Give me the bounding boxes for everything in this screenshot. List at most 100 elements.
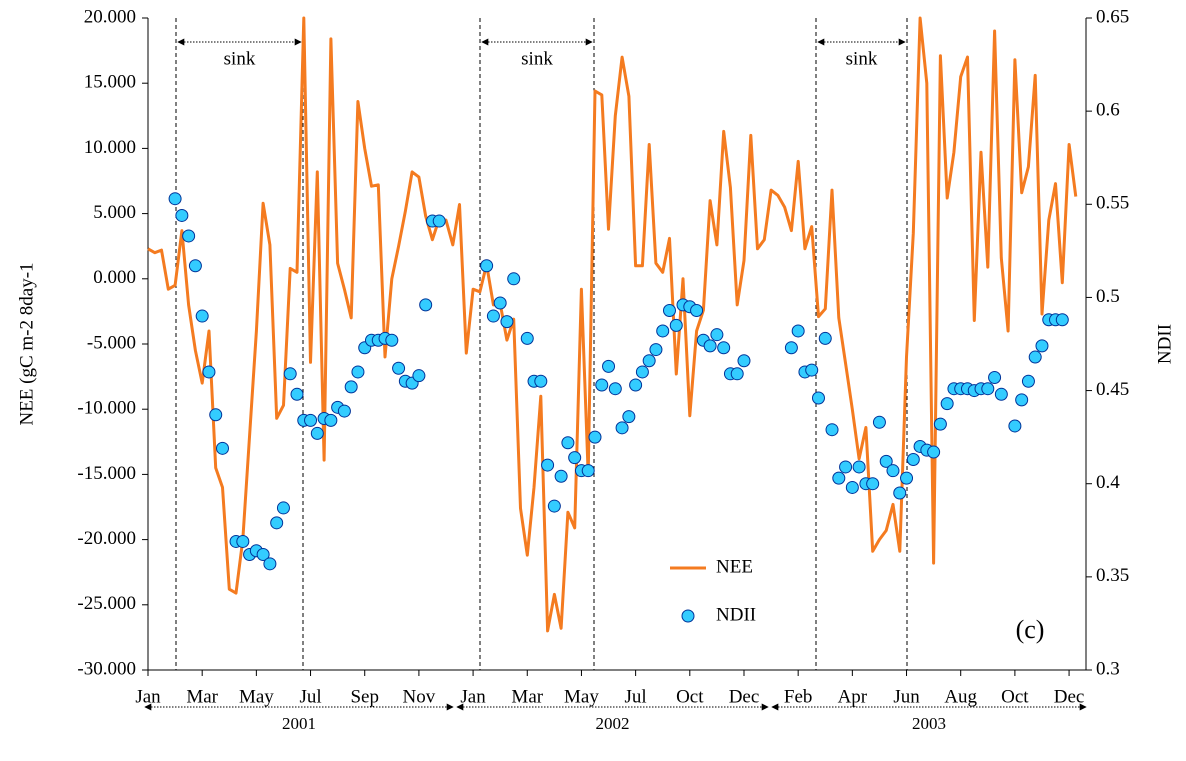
y2-tick-label: 0.4 xyxy=(1096,472,1120,493)
x-tick-label: Sep xyxy=(350,686,379,707)
legend-label: NEE xyxy=(716,556,753,577)
y-tick-label: 20.000 xyxy=(84,6,136,27)
ndii-point xyxy=(568,451,582,465)
x-tick-label: May xyxy=(564,686,599,707)
year-label: 2001 xyxy=(282,714,316,733)
year-label: 2002 xyxy=(596,714,630,733)
ndii-point xyxy=(168,192,182,206)
ndii-point xyxy=(283,367,297,381)
ndii-point xyxy=(635,365,649,379)
y2-tick-label: 0.3 xyxy=(1096,658,1120,679)
x-tick-label: Jan xyxy=(135,686,161,707)
ndii-point xyxy=(981,382,995,396)
ndii-point xyxy=(784,341,798,355)
ndii-point xyxy=(994,387,1008,401)
y2-tick-label: 0.65 xyxy=(1096,6,1129,27)
ndii-point xyxy=(825,423,839,437)
ndii-point xyxy=(669,318,683,332)
x-tick-label: Dec xyxy=(729,686,760,707)
annotation: sink xyxy=(224,48,256,69)
y-tick-label: -20.000 xyxy=(77,528,136,549)
ndii-point xyxy=(310,426,324,440)
ndii-point xyxy=(893,486,907,500)
y-tick-label: -30.000 xyxy=(77,658,136,679)
y-tick-label: 0.000 xyxy=(93,267,136,288)
ndii-point xyxy=(717,341,731,355)
ndii-point xyxy=(845,480,859,494)
ndii-point xyxy=(839,460,853,474)
x-tick-label: Oct xyxy=(676,686,704,707)
ndii-point xyxy=(866,477,880,491)
ndii-point xyxy=(324,413,338,427)
ndii-point xyxy=(541,458,555,472)
legend-swatch xyxy=(681,609,695,623)
ndii-point xyxy=(1055,313,1069,327)
x-tick-label: Jul xyxy=(299,686,321,707)
ndii-point xyxy=(561,436,575,450)
ndii-point xyxy=(412,369,426,383)
ndii-point xyxy=(554,469,568,483)
x-tick-label: Jun xyxy=(893,686,920,707)
ndii-point xyxy=(811,391,825,405)
x-tick-label: Feb xyxy=(784,686,813,707)
ndii-point xyxy=(276,501,290,515)
y-tick-label: -10.000 xyxy=(77,398,136,419)
ndii-point xyxy=(879,454,893,468)
ndii-point xyxy=(940,397,954,411)
ndii-point xyxy=(209,408,223,422)
ndii-point xyxy=(1035,339,1049,353)
ndii-point xyxy=(256,548,270,562)
ndii-point xyxy=(188,259,202,273)
annotation: (c) xyxy=(1016,615,1045,644)
ndii-point xyxy=(730,367,744,381)
ndii-point xyxy=(649,343,663,357)
ndii-point xyxy=(886,464,900,478)
nee-line xyxy=(147,16,1078,633)
x-tick-label: Jan xyxy=(460,686,486,707)
ndii-point xyxy=(304,413,318,427)
ndii-point xyxy=(588,430,602,444)
ndii-point xyxy=(215,441,229,455)
ndii-point xyxy=(351,365,365,379)
x-tick-label: May xyxy=(239,686,274,707)
y2-tick-label: 0.35 xyxy=(1096,565,1129,586)
ndii-point xyxy=(703,339,717,353)
ndii-point xyxy=(927,445,941,459)
ndii-point xyxy=(385,333,399,347)
x-tick-label: Aug xyxy=(944,686,977,707)
ndii-point xyxy=(507,272,521,286)
ndii-point xyxy=(344,380,358,394)
ndii-point xyxy=(1021,374,1035,388)
ndii-point xyxy=(805,363,819,377)
ndii-point xyxy=(520,331,534,345)
ndii-point xyxy=(656,324,670,338)
y-tick-label: 5.000 xyxy=(93,202,136,223)
ndii-point xyxy=(290,387,304,401)
y2-tick-label: 0.6 xyxy=(1096,100,1120,121)
y2-axis-title: NDII xyxy=(1154,324,1175,364)
ndii-point xyxy=(900,471,914,485)
ndii-point xyxy=(236,534,250,548)
annotation: sink xyxy=(521,48,553,69)
ndii-point xyxy=(1008,419,1022,433)
x-tick-label: Mar xyxy=(186,686,218,707)
ndii-point xyxy=(202,365,216,379)
ndii-point xyxy=(832,471,846,485)
legend-label: NDII xyxy=(716,604,756,625)
ndii-point xyxy=(419,298,433,312)
ndii-point xyxy=(195,309,209,323)
ndii-point xyxy=(182,229,196,243)
annotation: sink xyxy=(846,48,878,69)
y-tick-label: 10.000 xyxy=(84,137,136,158)
ndii-point xyxy=(690,303,704,317)
ndii-point xyxy=(432,214,446,228)
ndii-point xyxy=(480,259,494,273)
ndii-point xyxy=(608,382,622,396)
ndii-point xyxy=(615,421,629,435)
x-tick-label: Nov xyxy=(403,686,436,707)
x-tick-label: Dec xyxy=(1054,686,1085,707)
ndii-point xyxy=(595,378,609,392)
y2-tick-label: 0.5 xyxy=(1096,286,1120,307)
ndii-point xyxy=(500,315,514,329)
